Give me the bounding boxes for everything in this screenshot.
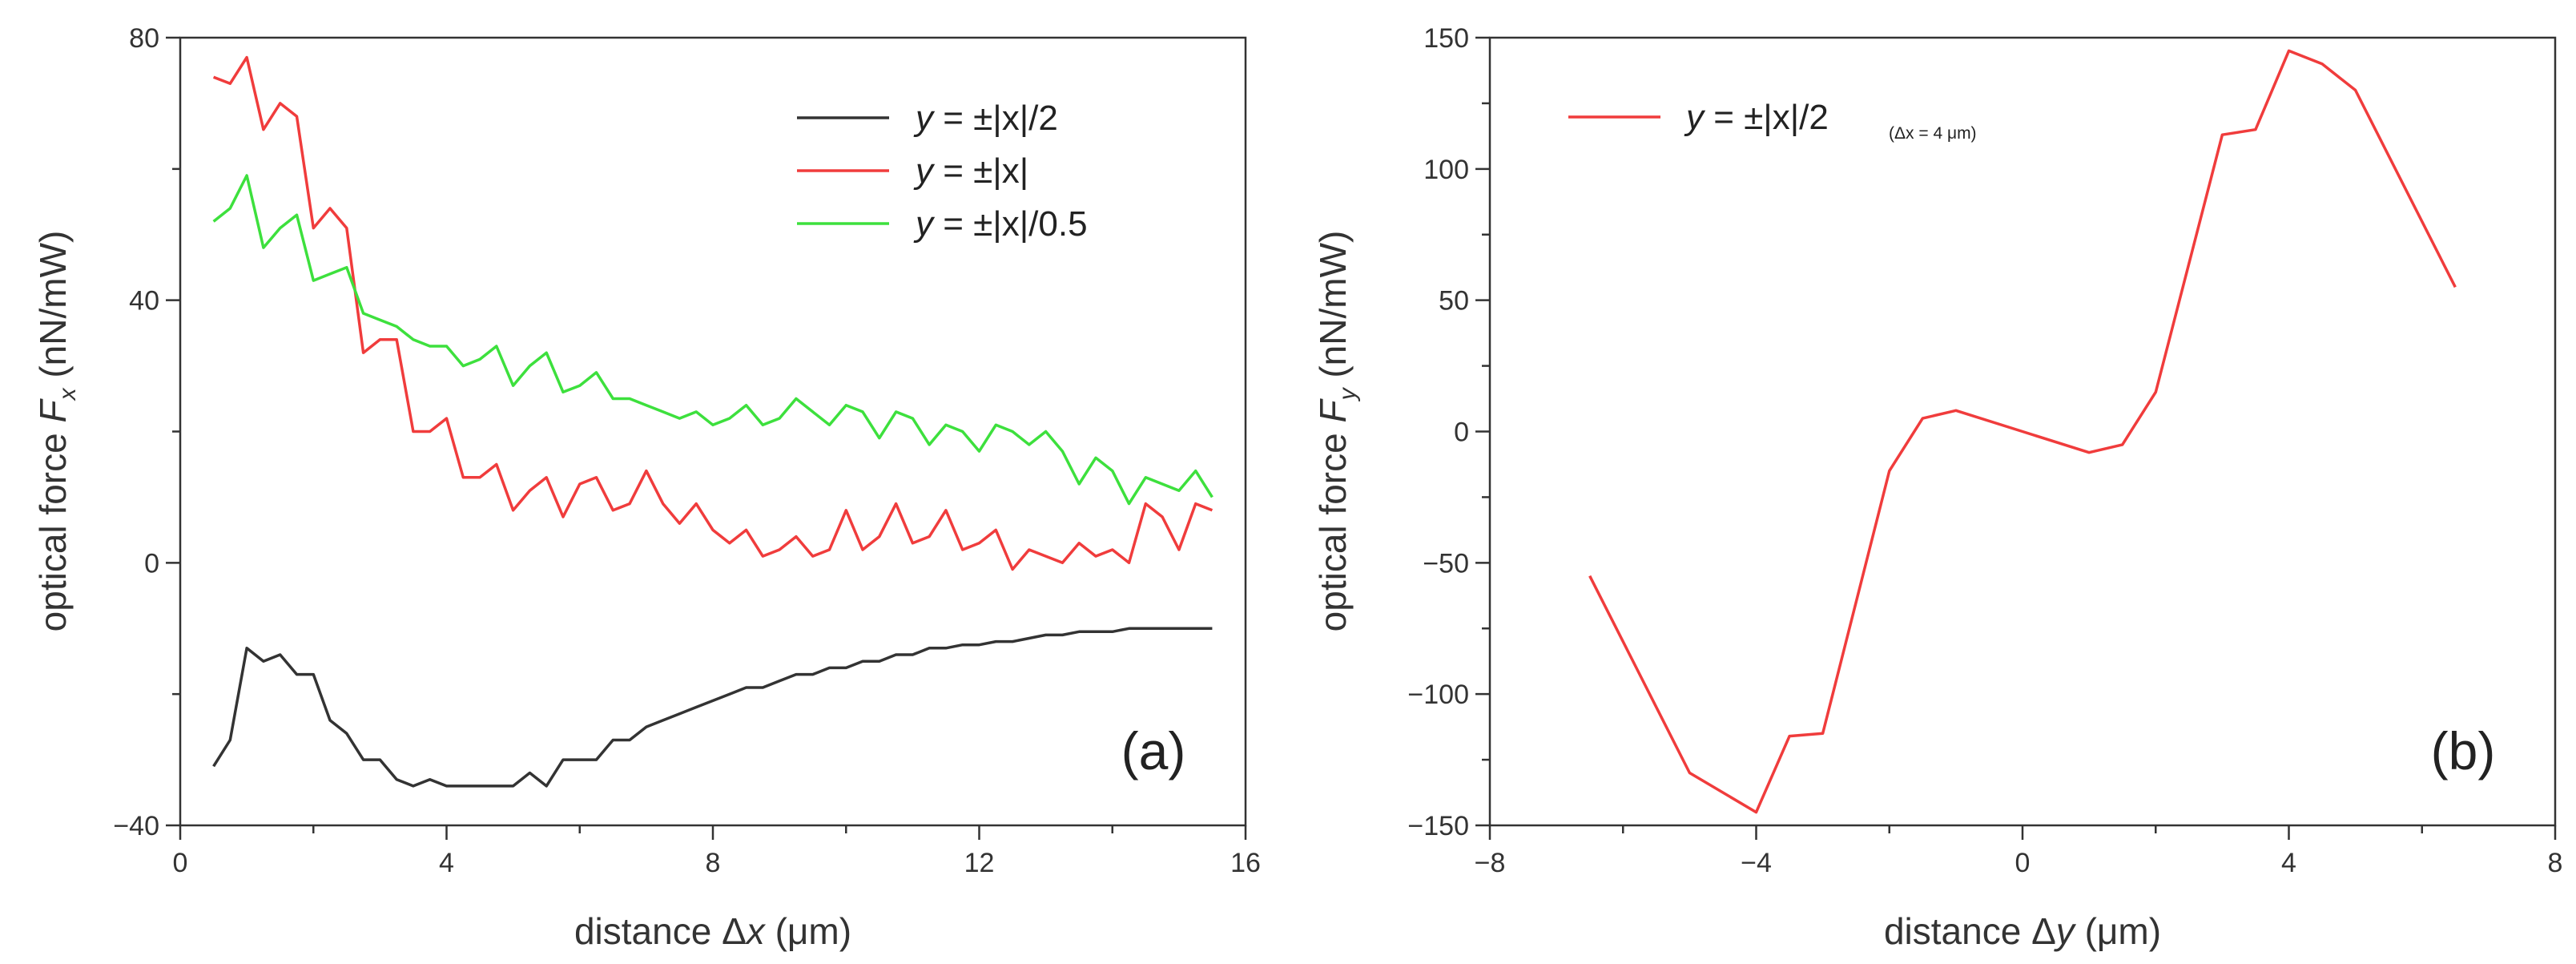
legend-label: y = ±|x| <box>913 151 1028 191</box>
legend-label-expr: = ±|x|/2 <box>933 99 1058 138</box>
x-axis-title-var: y <box>2054 910 2077 952</box>
x-axis-title-a: distance Δx (μm) <box>574 910 851 952</box>
y-axis-title-prefix: optical force <box>1312 423 1354 632</box>
y-tick-label: 80 <box>129 23 159 54</box>
x-axis-title-var: x <box>745 910 767 952</box>
x-axis-title-b: distance Δy (μm) <box>1884 910 2161 952</box>
y-axis-title-suffix: (nN/mW) <box>32 231 74 389</box>
y-tick-label: 50 <box>1439 286 1469 317</box>
y-tick-label: −50 <box>1423 548 1469 579</box>
x-tick-label: 16 <box>1230 848 1261 878</box>
y-tick-label: 0 <box>1454 417 1469 448</box>
legend-label-expr: = ±|x|/2 <box>1704 98 1829 137</box>
x-axis-title-suffix: (μm) <box>765 910 851 952</box>
y-tick-label: −40 <box>113 811 159 841</box>
tick-layer-a: 0 4 8 12 16 −40 0 40 80 <box>113 23 1261 878</box>
legend-label: y = ±|x|/2 <box>913 99 1058 138</box>
x-axis-title-suffix: (μm) <box>2075 910 2161 952</box>
series-line-2 <box>212 55 1214 571</box>
y-axis-title-sub: y <box>1334 386 1361 401</box>
x-tick-label: 8 <box>706 848 721 878</box>
series-layer-b <box>1588 49 2457 814</box>
panel-label-a: (a) <box>1121 721 1186 780</box>
x-tick-label: 4 <box>439 848 454 878</box>
legend-note: (Δx = 4 μm) <box>1889 124 1977 143</box>
plot-frame-a <box>179 36 1247 827</box>
y-axis-title-sub: x <box>54 387 81 401</box>
y-axis-title-b: optical force Fy (nN/mW) <box>1312 231 1361 632</box>
y-tick-label: 0 <box>144 548 159 579</box>
series-line-1 <box>1588 49 2457 814</box>
x-tick-label: 8 <box>2548 848 2563 878</box>
legend-label: y = ±|x|/0.5 <box>913 204 1088 244</box>
x-tick-label: 12 <box>964 848 995 878</box>
y-tick-label: 40 <box>129 286 159 317</box>
y-tick-label: 150 <box>1423 23 1469 54</box>
y-axis-title-a: optical force Fx (nN/mW) <box>32 231 81 632</box>
legend-label-var: y <box>913 204 936 244</box>
y-tick-label: −100 <box>1407 680 1469 710</box>
y-axis-title-var: F <box>1312 398 1354 423</box>
y-axis-title-prefix: optical force <box>32 423 74 632</box>
x-tick-label: −4 <box>1741 848 1772 878</box>
legend-label-var: y <box>913 99 936 138</box>
y-tick-label: 100 <box>1423 155 1469 185</box>
y-tick-label: −150 <box>1407 811 1469 841</box>
legend-b: y = ±|x|/2 (Δx = 4 μm) <box>1568 98 1977 143</box>
legend-a: y = ±|x|/2 y = ±|x| y = ±|x|/0.5 <box>797 99 1088 244</box>
y-axis-title-suffix: (nN/mW) <box>1312 231 1354 389</box>
x-tick-label: 4 <box>2281 848 2296 878</box>
x-tick-label: 0 <box>2015 848 2031 878</box>
series-line-3 <box>212 174 1214 506</box>
y-axis-title-var: F <box>32 398 74 423</box>
legend-label-var: y <box>913 151 936 191</box>
series-line-1 <box>212 627 1213 788</box>
legend-label-var: y <box>1684 98 1706 137</box>
x-tick-label: −8 <box>1475 848 1506 878</box>
panel-label-b: (b) <box>2431 721 2496 780</box>
series-layer-a <box>212 55 1214 788</box>
tick-layer-b: −8 −4 0 4 8 −150 −100 −50 0 50 100 150 <box>1407 23 2562 878</box>
legend-label-expr: = ±|x|/0.5 <box>933 204 1088 244</box>
x-axis-title-prefix: distance Δ <box>574 910 747 952</box>
x-tick-label: 0 <box>173 848 188 878</box>
legend-label-expr: = ±|x| <box>933 151 1028 191</box>
legend-label: y = ±|x|/2 <box>1684 98 1829 137</box>
x-axis-title-prefix: distance Δ <box>1884 910 2056 952</box>
